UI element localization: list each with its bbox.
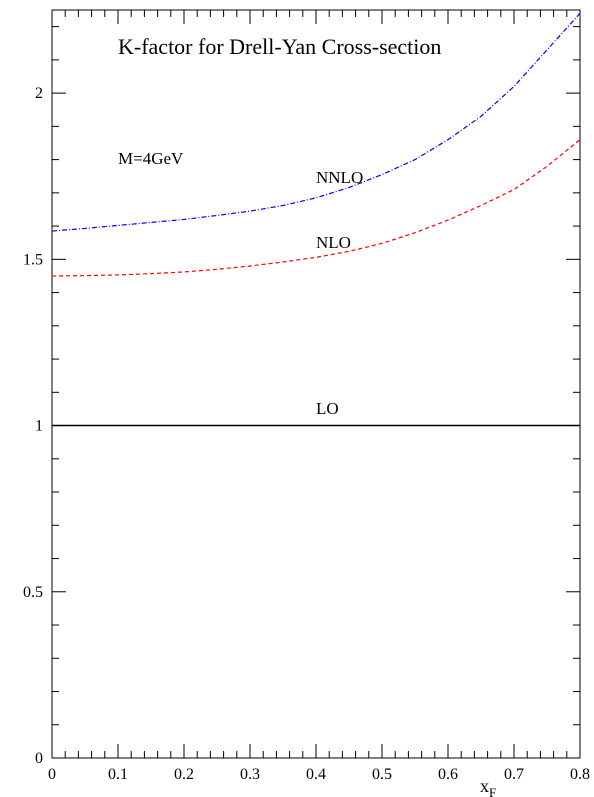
series-layer [51, 12, 581, 427]
plot-frame [51, 9, 581, 759]
y-tick-label: 0 [35, 750, 43, 767]
x-tick-label: 0.1 [108, 766, 128, 783]
x-tick-label: 0.8 [570, 766, 590, 783]
label-lo: LO [316, 399, 339, 418]
y-tick-label: 1 [35, 418, 43, 435]
x-tick-label: 0.2 [174, 766, 194, 783]
chart-title: K-factor for Drell-Yan Cross-section [118, 34, 441, 59]
y-tick-label: 2 [35, 85, 43, 102]
x-tick-label: 0.7 [504, 766, 524, 783]
y-tick-label: 1.5 [23, 251, 43, 268]
annotation-mass: M=4GeV [118, 149, 184, 168]
series-nlo-line [51, 139, 581, 277]
axis-tick-labels: 0 0.1 0.2 0.3 0.4 0.5 0.6 0.7 0.8 0 0.5 1 1.5 2 [23, 85, 590, 783]
x-tick-label: 0.5 [372, 766, 392, 783]
label-nnlo: NNLO [316, 168, 363, 187]
x-tick-label: 0 [48, 766, 56, 783]
axis-ticks [51, 10, 581, 759]
label-nlo: NLO [316, 233, 351, 252]
x-axis-label: xF [480, 776, 496, 797]
x-tick-label: 0.6 [438, 766, 458, 783]
x-tick-label: 0.4 [306, 766, 326, 783]
y-tick-label: 0.5 [23, 584, 43, 601]
x-tick-label: 0.3 [240, 766, 260, 783]
